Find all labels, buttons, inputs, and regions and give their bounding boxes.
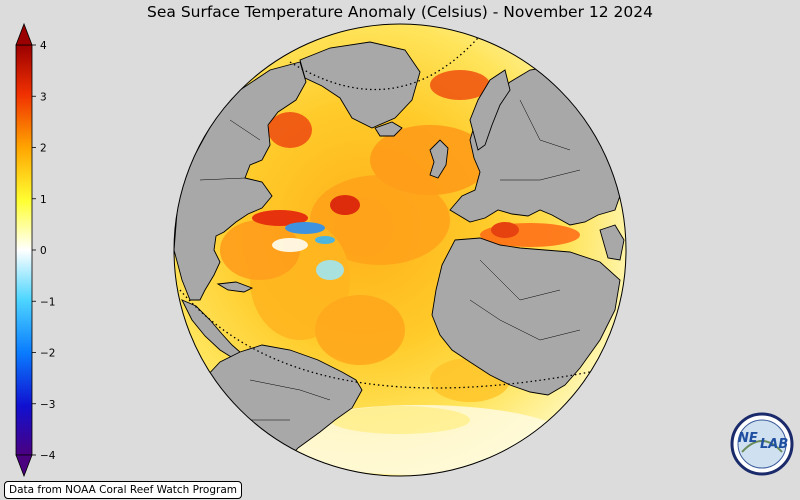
sst-anomaly-field [220,70,580,475]
middle-east [599,224,625,261]
scandinavia [469,69,511,151]
country-borders [199,99,581,421]
british-isles [429,139,449,179]
colorbar-tick-label: 3 [40,91,47,103]
logo-text-right: LAB [760,437,788,452]
iceland [374,121,403,137]
africa [431,237,621,396]
colorbar-tick-label: −2 [40,348,55,360]
arctic-circle-line [289,29,486,91]
logo-text-left: NE [738,431,758,446]
colorbar-tick-label: −1 [40,296,55,308]
colorbar-tick-label: 0 [40,245,47,257]
cuba [216,281,254,293]
nexlab-logo: NE LAB [730,412,794,476]
tropic-line [179,289,601,389]
map-title: Sea Surface Temperature Anomaly (Celsius… [147,3,653,21]
greenland [299,41,421,129]
colorbar-tick-label: 4 [40,40,47,52]
globe [174,24,626,476]
colorbar: 4 3 2 1 0 −1 −2 −3 −4 [15,22,56,478]
colorbar-tick-label: −3 [40,399,55,411]
colorbar-tick-label: −4 [40,450,56,462]
data-credit: Data from NOAA Coral Reef Watch Program [4,481,242,499]
north-america [174,61,307,301]
colorbar-tick-label: 1 [40,194,47,206]
colorbar-tick-label: 2 [40,143,47,155]
